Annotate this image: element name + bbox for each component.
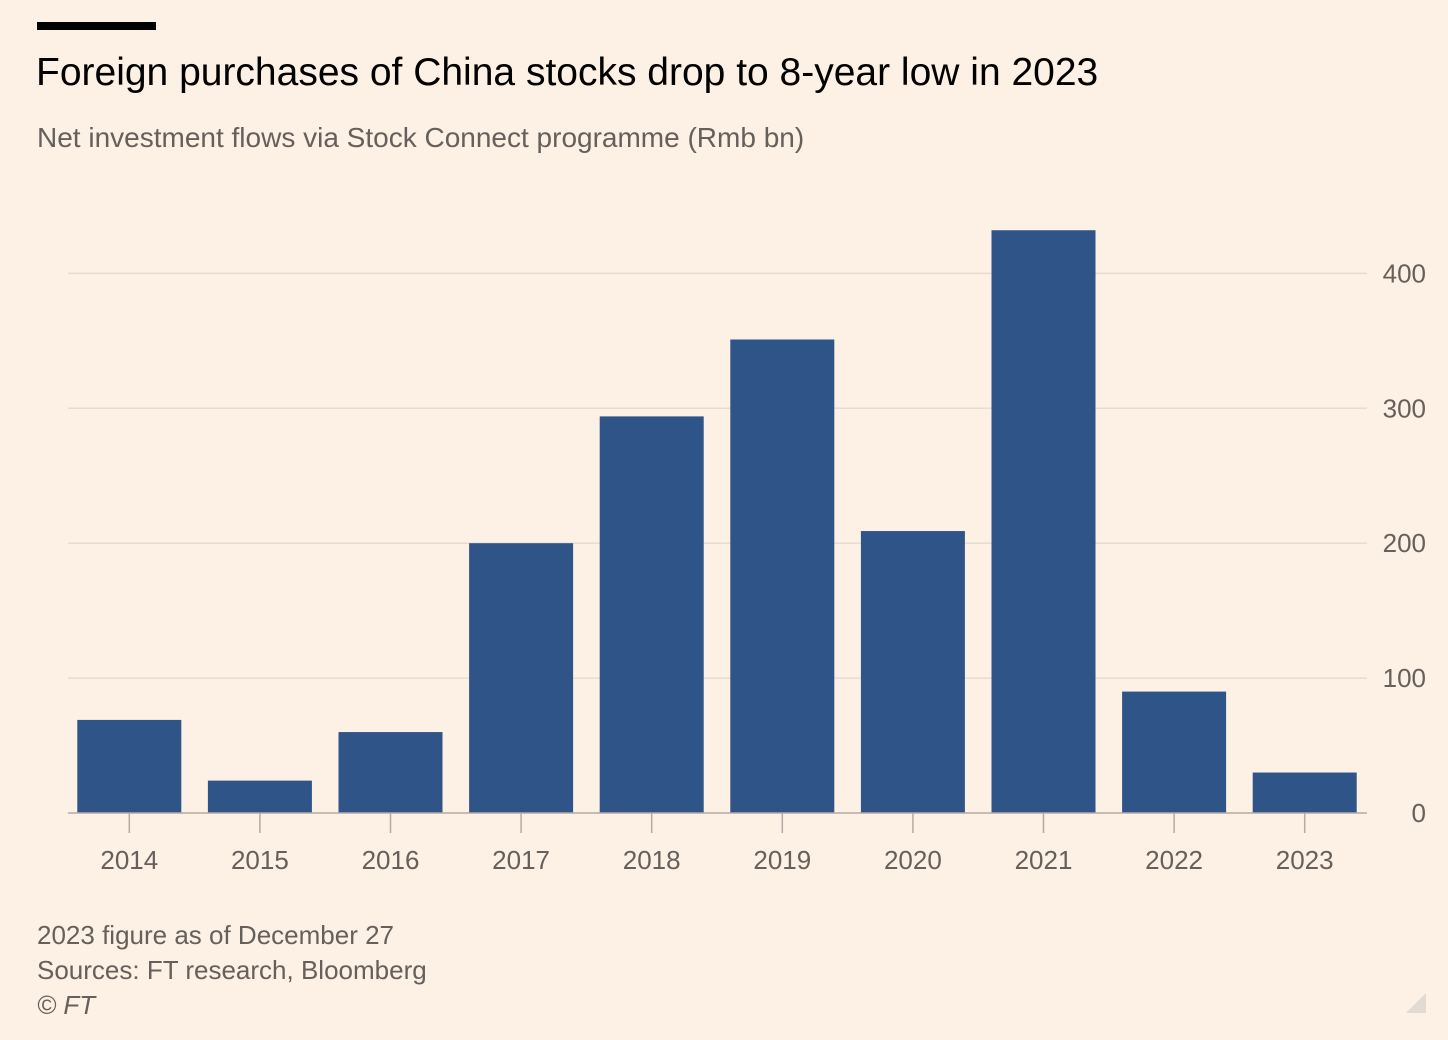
bar-2016 [338, 732, 443, 813]
x-tick-label: 2015 [231, 845, 289, 875]
x-tick-label: 2022 [1145, 845, 1203, 875]
x-tick-label: 2021 [1015, 845, 1073, 875]
x-tick-label: 2019 [753, 845, 811, 875]
bar-2015 [207, 780, 312, 813]
x-tick-label: 2018 [623, 845, 681, 875]
bar-2022 [1122, 691, 1227, 813]
bar-2014 [77, 719, 182, 813]
x-tick-label: 2016 [362, 845, 420, 875]
x-tick-label: 2014 [100, 845, 158, 875]
bar-2019 [730, 339, 835, 813]
y-tick-label: 100 [1383, 663, 1426, 693]
y-axis-tick-labels: 0 100 200 300 400 [1383, 258, 1426, 828]
y-tick-label: 0 [1412, 798, 1426, 828]
x-axis [68, 812, 1367, 833]
y-tick-label: 200 [1383, 528, 1426, 558]
y-tick-label: 400 [1383, 258, 1426, 288]
x-tick-label: 2023 [1276, 845, 1334, 875]
resize-corner-icon [1406, 993, 1426, 1013]
chart-subtitle: Net investment flows via Stock Connect p… [37, 122, 805, 153]
x-tick-label: 2020 [884, 845, 942, 875]
y-tick-label: 300 [1383, 393, 1426, 423]
bar-2018 [599, 416, 704, 813]
bar-2020 [860, 531, 965, 813]
x-tick-label: 2017 [492, 845, 550, 875]
chart-title: Foreign purchases of China stocks drop t… [36, 51, 1099, 94]
top-rule [37, 22, 156, 30]
bar-2021 [991, 230, 1096, 813]
bar-2023 [1252, 772, 1357, 813]
chart-footer: 2023 figure as of December 27 Sources: F… [37, 918, 427, 1023]
bars [77, 230, 1357, 813]
footnote: 2023 figure as of December 27 [37, 920, 394, 950]
gridlines [68, 272, 1367, 679]
copyright-credit: © FT [37, 990, 96, 1020]
sources-note: Sources: FT research, Bloomberg [37, 955, 427, 985]
bar-2017 [469, 543, 574, 813]
x-axis-tick-labels: 2014 2015 2016 2017 2018 2019 2020 2021 2022 2023 [100, 845, 1333, 875]
